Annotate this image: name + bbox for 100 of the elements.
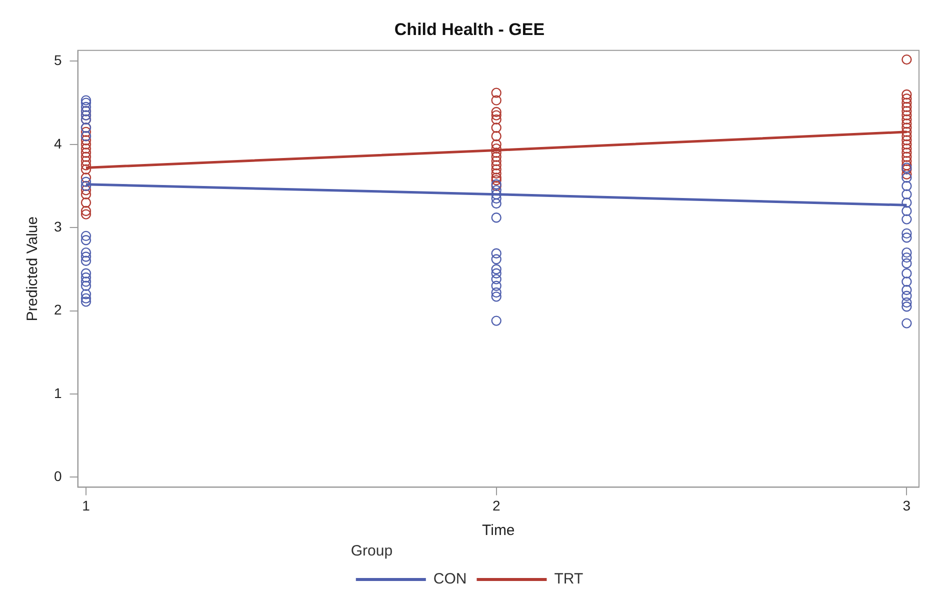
x-tick-label: 2: [492, 497, 500, 514]
point: [80, 164, 92, 174]
point: [491, 130, 502, 142]
point: [491, 168, 502, 179]
point: [902, 54, 912, 65]
point: [902, 284, 912, 296]
point: [80, 289, 92, 300]
point: [491, 198, 502, 209]
point: [80, 102, 92, 112]
point: [491, 248, 502, 259]
point: [902, 318, 912, 328]
point: [491, 268, 502, 278]
point: [80, 172, 92, 183]
point: [902, 214, 912, 224]
x-axis-title: Time: [482, 522, 515, 540]
point: [491, 156, 502, 166]
legend-title: Group: [350, 542, 393, 560]
point: [80, 206, 92, 216]
point: [491, 193, 502, 204]
y-tick-label: 3: [54, 218, 62, 234]
point: [902, 252, 912, 263]
point: [80, 280, 92, 291]
point: [491, 88, 502, 98]
point: [80, 256, 92, 266]
point: [491, 212, 502, 223]
point: [902, 156, 912, 166]
point: [902, 276, 912, 287]
point: [902, 143, 912, 154]
y-tick-label: 0: [54, 468, 62, 484]
point: [80, 230, 92, 242]
point: [491, 160, 502, 170]
point: [80, 176, 92, 187]
point: [491, 274, 502, 284]
point: [80, 247, 92, 258]
point: [902, 139, 912, 150]
point: [80, 296, 92, 307]
point: [80, 272, 92, 283]
point: [902, 206, 912, 216]
legend-label: TRT: [554, 570, 584, 588]
point: [491, 172, 502, 183]
point: [902, 152, 912, 162]
point: [491, 264, 502, 274]
y-axis-title: Predicted Value: [24, 216, 42, 322]
point: [902, 118, 912, 129]
y-tick-label: 1: [54, 384, 62, 401]
point: [80, 185, 92, 196]
point: [902, 110, 912, 120]
point: [491, 114, 502, 125]
point: [902, 126, 912, 138]
point: [902, 247, 912, 258]
point: [80, 209, 92, 220]
point: [902, 258, 912, 268]
point: [80, 189, 92, 200]
point: [491, 95, 502, 106]
point: [491, 122, 502, 133]
point: [80, 293, 92, 304]
point: [491, 106, 502, 118]
y-tick-label: 5: [54, 52, 62, 68]
point: [491, 254, 502, 264]
y-tick-label: 2: [54, 302, 62, 318]
point: [491, 280, 502, 291]
point: [902, 232, 912, 243]
point: [902, 135, 912, 146]
point: [491, 189, 502, 200]
point: [902, 198, 912, 208]
point: [902, 228, 912, 239]
point: [902, 114, 912, 125]
point: [902, 122, 912, 133]
point: [902, 160, 912, 170]
point: [902, 302, 912, 312]
point: [80, 252, 92, 262]
point: [491, 287, 502, 298]
point: [902, 297, 912, 308]
point: [491, 164, 502, 174]
point: [902, 148, 912, 158]
point: [80, 276, 92, 287]
point: [80, 156, 92, 166]
point: [902, 130, 912, 142]
point: [902, 268, 912, 278]
point: [80, 98, 92, 108]
point: [491, 110, 502, 120]
point: [902, 98, 912, 108]
point: [80, 148, 92, 158]
point: [902, 189, 912, 200]
point: [80, 139, 92, 150]
legend-label: CON: [433, 570, 467, 588]
x-tick-label: 3: [902, 497, 911, 514]
point: [491, 316, 502, 326]
point: [902, 89, 912, 100]
point: [80, 143, 92, 154]
point: [902, 106, 912, 116]
point: [902, 290, 912, 301]
point: [491, 175, 502, 186]
point: [80, 234, 92, 246]
point: [80, 160, 92, 170]
point: [902, 94, 912, 104]
point: [902, 102, 912, 112]
point: [491, 148, 502, 158]
x-tick-label: 1: [82, 497, 90, 514]
point: [80, 135, 92, 146]
